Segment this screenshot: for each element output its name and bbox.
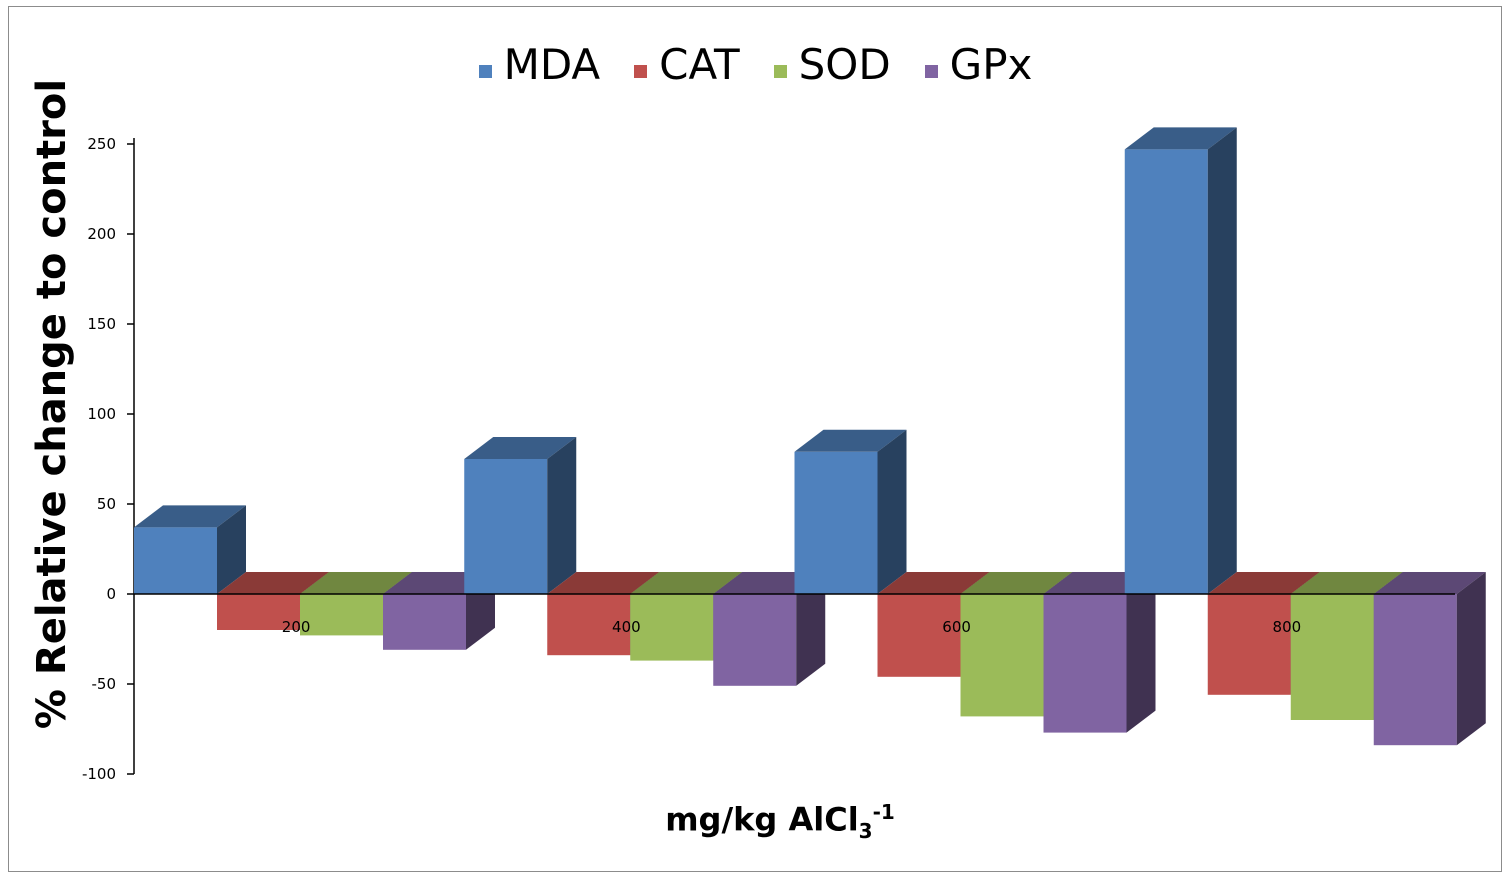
bar-top-mda-200 xyxy=(134,505,246,528)
legend-item-cat: CAT xyxy=(634,40,740,89)
bar-top-mda-600 xyxy=(794,429,907,452)
legend-label-mda: MDA xyxy=(503,40,601,89)
x-axis-title-main: mg/kg AlCl xyxy=(665,800,859,839)
y-tick-label: 200 xyxy=(87,225,116,243)
bar-cat-200 xyxy=(217,594,300,630)
bar-top-gpx-800 xyxy=(1373,572,1486,594)
bar-mda-400 xyxy=(464,459,548,594)
x-tick-label: 200 xyxy=(282,618,311,636)
bar-side-gpx-800 xyxy=(1456,572,1486,746)
y-tick-label: -50 xyxy=(92,675,117,693)
bar-mda-800 xyxy=(1124,149,1208,594)
bar-sod-200 xyxy=(300,594,383,636)
legend-swatch-sod xyxy=(773,65,787,78)
x-axis-title-subscript: 3 xyxy=(858,819,873,844)
bar-sod-800 xyxy=(1290,594,1374,720)
y-tick-label: 250 xyxy=(87,135,116,153)
y-tick-label: -100 xyxy=(82,765,116,783)
y-tick-label: 100 xyxy=(87,405,116,423)
bar-top-sod-600 xyxy=(960,572,1073,594)
legend-label-gpx: GPx xyxy=(949,40,1033,89)
bar-side-mda-400 xyxy=(547,437,577,594)
bar-top-sod-800 xyxy=(1290,572,1403,594)
x-tick-label: 800 xyxy=(1273,618,1302,636)
bar-gpx-600 xyxy=(1043,594,1127,733)
legend-label-cat: CAT xyxy=(659,40,740,89)
legend-item-mda: MDA xyxy=(478,40,601,89)
bar-side-mda-200 xyxy=(217,505,246,594)
bar-top-cat-400 xyxy=(547,572,660,594)
legend-swatch-mda xyxy=(478,65,492,78)
bar-cat-400 xyxy=(547,594,631,656)
bar-side-mda-600 xyxy=(877,429,907,594)
bar-top-mda-400 xyxy=(464,437,577,459)
bar-gpx-400 xyxy=(713,594,797,686)
bar-sod-600 xyxy=(960,594,1044,717)
bar-gpx-200 xyxy=(383,594,466,650)
y-tick-label: 50 xyxy=(97,495,116,513)
bar-gpx-800 xyxy=(1373,594,1457,746)
legend-swatch-gpx xyxy=(924,65,938,78)
bar-top-cat-600 xyxy=(877,572,990,594)
legend-item-gpx: GPx xyxy=(924,40,1033,89)
bar-mda-200 xyxy=(134,527,217,594)
bar-top-cat-800 xyxy=(1207,572,1320,594)
x-tick-label: 600 xyxy=(942,618,971,636)
bar-cat-600 xyxy=(877,594,961,677)
bar-side-gpx-400 xyxy=(796,572,826,686)
y-tick-label: 150 xyxy=(87,315,116,333)
x-axis-title-superscript: -1 xyxy=(872,800,895,824)
legend-item-sod: SOD xyxy=(773,40,891,89)
bar-side-mda-800 xyxy=(1207,127,1237,595)
bar-top-sod-200 xyxy=(300,572,412,594)
x-tick-label: 400 xyxy=(612,618,641,636)
x-axis-title: mg/kg AlCl3-1 xyxy=(0,800,1511,843)
bar-cat-800 xyxy=(1207,594,1291,695)
bar-mda-600 xyxy=(794,451,878,594)
bar-top-cat-200 xyxy=(217,572,329,594)
bar-top-mda-800 xyxy=(1124,127,1237,150)
bar-top-sod-400 xyxy=(630,572,743,594)
legend: MDA CAT SOD GPx xyxy=(0,40,1511,89)
bar-sod-400 xyxy=(630,594,714,661)
chart-frame xyxy=(8,6,1502,872)
legend-label-sod: SOD xyxy=(798,40,891,89)
bar-side-gpx-600 xyxy=(1126,572,1156,733)
y-tick-label: 0 xyxy=(106,585,116,603)
legend-swatch-cat xyxy=(634,65,648,78)
